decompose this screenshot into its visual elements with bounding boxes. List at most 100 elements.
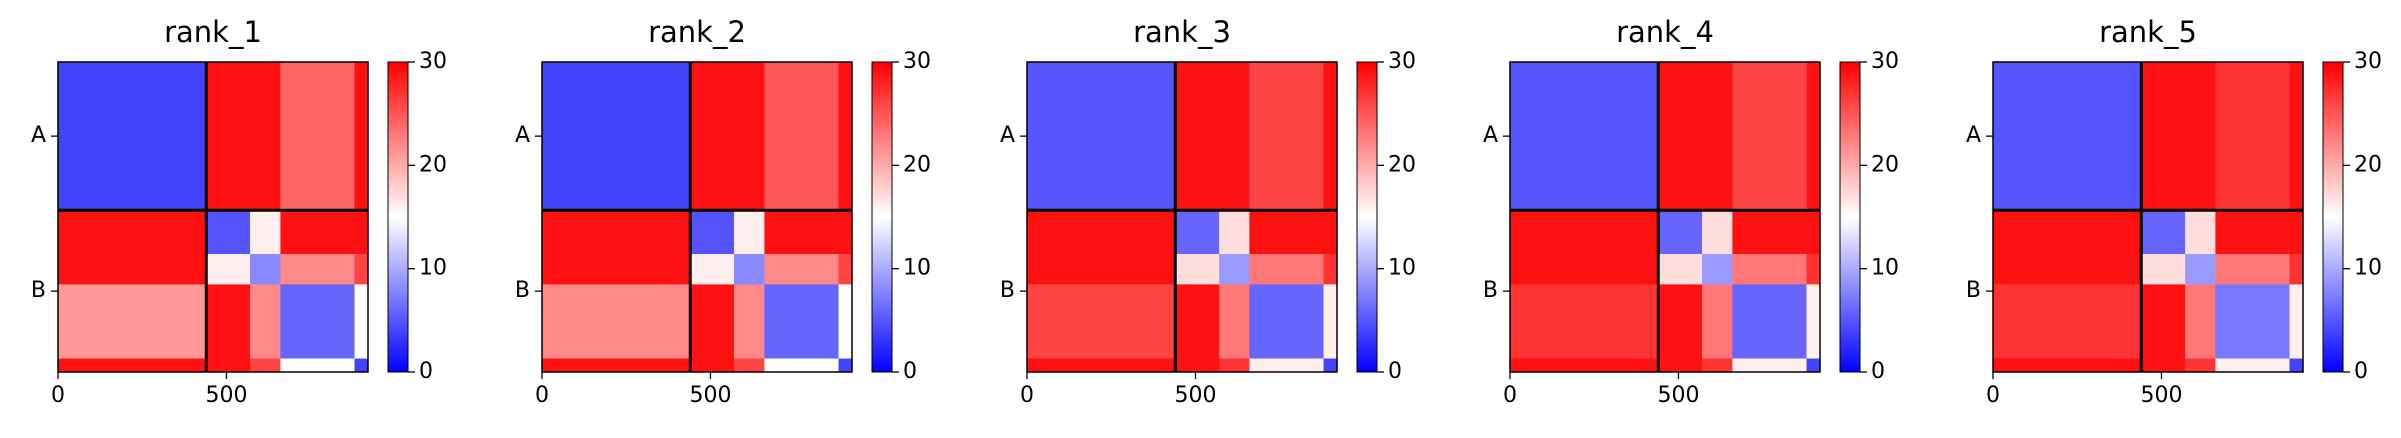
- heatmap-cell: [1027, 210, 1176, 255]
- heatmap-cell: [250, 284, 281, 360]
- heatmap-cell: [2289, 358, 2304, 373]
- y-tick-label: B: [1483, 278, 1498, 303]
- heatmap-cell: [1806, 358, 1821, 373]
- heatmap-cell: [764, 254, 840, 285]
- heatmap-cell: [2185, 210, 2216, 255]
- colorbar: [2322, 61, 2344, 373]
- heatmap-cell: [250, 358, 281, 373]
- y-tick-label: B: [515, 278, 530, 303]
- heatmap-cell: [1658, 210, 1703, 255]
- y-tick-label: A: [515, 123, 530, 148]
- heatmap-cell: [838, 62, 853, 211]
- heatmap-cell: [1175, 254, 1220, 285]
- heatmap-cell: [2185, 254, 2216, 285]
- heatmap-cell: [2215, 284, 2291, 360]
- panel: rank_2 A B 0 500 0 10 20 30: [515, 15, 931, 408]
- heatmap-cell: [1510, 210, 1659, 255]
- heatmap-cell: [1323, 254, 1338, 285]
- y-tick-label: B: [1966, 278, 1981, 303]
- heatmap-cell: [1993, 62, 2142, 211]
- heatmap-cell: [764, 358, 840, 373]
- heatmap-cell: [764, 284, 840, 360]
- heatmap-cell: [1323, 62, 1338, 211]
- heatmap-cell: [280, 358, 356, 373]
- heatmap-cell: [1219, 358, 1250, 373]
- heatmap-cell: [1732, 358, 1808, 373]
- heatmap-cell: [1702, 210, 1733, 255]
- heatmap-cell: [280, 284, 356, 360]
- heatmap-cell: [58, 62, 207, 211]
- colorbar-tick-label: 10: [419, 256, 447, 281]
- heatmap-cell: [1323, 358, 1338, 373]
- heatmap-cell: [2215, 358, 2291, 373]
- heatmap-cell: [1806, 210, 1821, 255]
- x-tick-label: 0: [1986, 383, 2000, 408]
- heatmap-cell: [1249, 284, 1325, 360]
- heatmap-cell: [58, 210, 207, 255]
- heatmap-cell: [1510, 284, 1659, 360]
- heatmap-cell: [1658, 358, 1703, 373]
- heatmap-cell: [2289, 284, 2304, 360]
- heatmap-cell: [1702, 284, 1733, 360]
- chart-title: rank_4: [1616, 15, 1714, 49]
- heatmap-cell: [542, 210, 691, 255]
- colorbar-tick-label: 10: [1871, 256, 1899, 281]
- heatmap-cell: [1732, 210, 1808, 255]
- heatmap-cell: [542, 254, 691, 285]
- plot-frame: [541, 61, 853, 373]
- colorbar: [1356, 61, 1378, 373]
- heatmap-cell: [1249, 358, 1325, 373]
- x-tick-label: 500: [689, 383, 731, 408]
- heatmap-cell: [1993, 210, 2142, 255]
- heatmap-cell: [1658, 254, 1703, 285]
- heatmap-cell: [280, 210, 356, 255]
- colorbar-tick-label: 20: [903, 152, 931, 177]
- heatmap-cell: [2215, 210, 2291, 255]
- heatmap-cell: [734, 358, 765, 373]
- colorbar-tick-label: 10: [1388, 256, 1416, 281]
- heatmap-cell: [1658, 62, 1703, 211]
- heatmap-cell: [1175, 284, 1220, 360]
- heatmap-cell: [2215, 254, 2291, 285]
- chart-title: rank_3: [1133, 15, 1231, 49]
- heatmap-cell: [2141, 358, 2186, 373]
- x-tick-label: 0: [51, 383, 65, 408]
- colorbar-tick-label: 30: [1871, 49, 1899, 74]
- heatmap-cell: [1249, 62, 1325, 211]
- heatmap-cell: [1510, 254, 1659, 285]
- y-tick-label: A: [1966, 123, 1981, 148]
- heatmap-cell: [354, 62, 369, 211]
- heatmap-cell: [542, 358, 691, 373]
- heatmap-cell: [734, 254, 765, 285]
- heatmap-cell: [1702, 254, 1733, 285]
- heatmap-cell: [206, 358, 251, 373]
- heatmap-cell: [354, 254, 369, 285]
- heatmap-cell: [2289, 254, 2304, 285]
- heatmap-cell: [250, 62, 281, 211]
- heatmap-cell: [1510, 62, 1659, 211]
- x-tick-label: 500: [1657, 383, 1699, 408]
- heatmap-cell: [206, 62, 251, 211]
- heatmap-cell: [354, 284, 369, 360]
- heatmap-cell: [2289, 62, 2304, 211]
- colorbar: [387, 61, 409, 373]
- heatmap-cell: [1175, 210, 1220, 255]
- heatmap-cell: [2141, 284, 2186, 360]
- x-tick-label: 500: [205, 383, 247, 408]
- heatmap-cell: [58, 358, 207, 373]
- heatmap-cell: [2141, 254, 2186, 285]
- heatmap-cell: [838, 210, 853, 255]
- heatmap-cell: [2141, 210, 2186, 255]
- heatmap-cell: [1993, 358, 2142, 373]
- heatmap-cell: [690, 62, 735, 211]
- heatmap-cell: [542, 62, 691, 211]
- heatmap-cell: [690, 284, 735, 360]
- heatmap-cell: [206, 284, 251, 360]
- heatmap-cell: [1658, 284, 1703, 360]
- heatmap-cell: [1806, 254, 1821, 285]
- heatmap-cell: [1027, 284, 1176, 360]
- colorbar-tick-label: 30: [419, 49, 447, 74]
- colorbar-tick-label: 20: [1388, 152, 1416, 177]
- colorbar-tick-label: 20: [419, 152, 447, 177]
